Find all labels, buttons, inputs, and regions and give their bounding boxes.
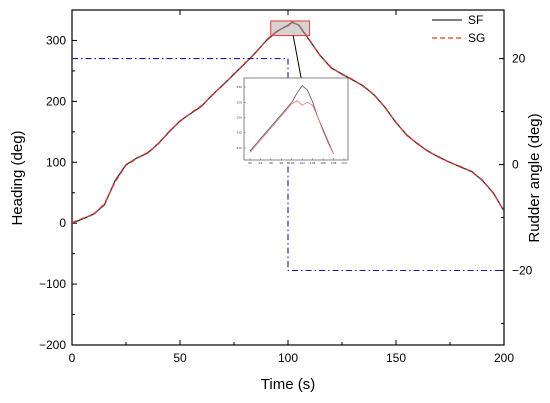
inset-x-tick-label-6: 104 [310, 161, 316, 165]
y-tick-label-1: −100 [39, 277, 66, 291]
x-tick-label-1: 50 [173, 351, 187, 365]
inset-series [249, 85, 334, 155]
y2-tick-label-2: 20 [512, 52, 526, 66]
inset-x-tick-label-7: 106 [320, 161, 326, 165]
series-line-sg [72, 22, 504, 224]
inset-y-tick-label-3: 325 [236, 100, 242, 104]
y-tick-label-0: −200 [39, 338, 66, 352]
y-axis-title: Heading (deg) [9, 130, 26, 225]
y-tick-label-2: 0 [59, 216, 66, 230]
inset-x-tick-label-3: 98 [279, 161, 283, 165]
x-tick-label-4: 200 [494, 351, 514, 365]
inset-x-tick-label-9: 110 [341, 161, 347, 165]
y2-tick-label-0: −20 [512, 263, 533, 277]
inset-x-tick-label-0: 92 [248, 161, 252, 165]
inset-axes: 92 94 96 98 100 102 104 106 108 110 310 315 320 325 33… [236, 85, 347, 165]
legend-sg-label: SG [468, 31, 485, 45]
inset-x-tick-label-5: 102 [299, 161, 305, 165]
inset-y-tick-label-4: 330 [236, 85, 242, 89]
x-tick-label-2: 100 [278, 351, 298, 365]
y2-axis-title: Rudder angle (deg) [526, 113, 543, 242]
legend: SF SG [432, 13, 485, 45]
inset-x-tick-label-4: 100 [289, 161, 295, 165]
x-axis-title: Time (s) [261, 376, 315, 393]
x-tick-label-3: 150 [386, 351, 406, 365]
inset-series-line-sg [249, 100, 334, 155]
inset-x-tick-label-8: 108 [331, 161, 337, 165]
y2-tick-label-1: 0 [512, 158, 519, 172]
inset-y-tick-label-1: 315 [236, 131, 242, 135]
y-tick-label-4: 200 [46, 94, 66, 108]
x-tick-label-0: 0 [69, 351, 76, 365]
inset-y-tick-label-2: 320 [236, 116, 242, 120]
inset-series-line-sf [249, 85, 334, 155]
zoom-region-box [270, 20, 311, 37]
y-tick-label-3: 100 [46, 155, 66, 169]
inset-plot: 92 94 96 98 100 102 104 106 108 110 310 315 320 325 33… [236, 77, 349, 165]
inset-x-tick-label-2: 96 [269, 161, 273, 165]
series-line-rudder-angle [72, 58, 504, 272]
inset-x-tick-label-1: 94 [259, 161, 263, 165]
inset-frame [243, 77, 349, 161]
legend-sf-label: SF [468, 13, 483, 27]
series-layer [72, 21, 504, 272]
y-tick-label-5: 300 [46, 33, 66, 47]
inset-y-tick-label-0: 310 [236, 146, 242, 150]
